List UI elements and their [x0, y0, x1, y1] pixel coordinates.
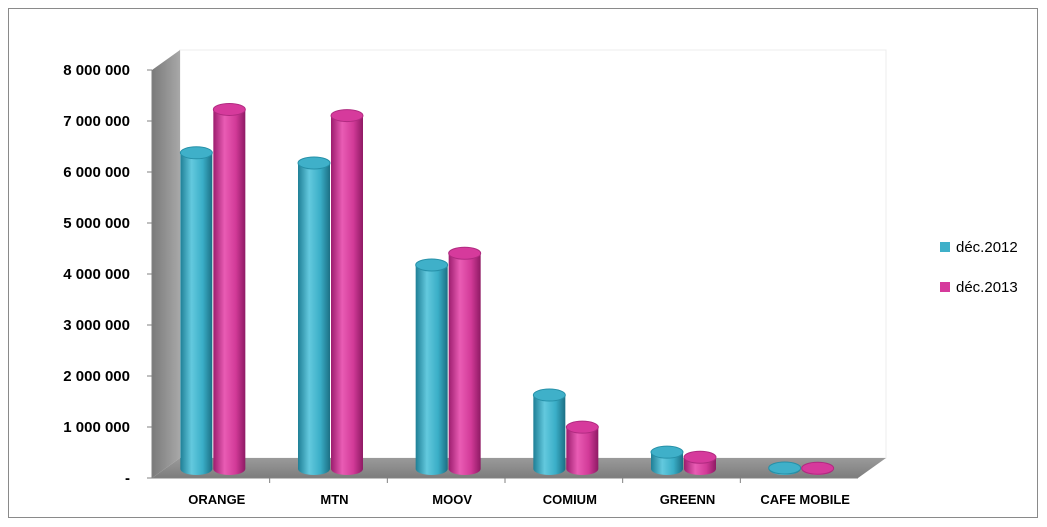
y-tick-label: 3 000 000 [63, 317, 130, 334]
bar [650, 445, 684, 475]
bar-top [415, 258, 449, 272]
x-category-label: CAFE MOBILE [760, 492, 850, 507]
bar-top [330, 109, 364, 123]
bar-body [566, 427, 599, 476]
bar-top [768, 461, 802, 475]
bar-top [179, 146, 213, 160]
bar-top [801, 461, 835, 475]
bar-body [533, 395, 566, 476]
bar-top [532, 388, 566, 402]
y-tick-label: 5 000 000 [63, 215, 130, 232]
bar [768, 461, 802, 476]
bar [448, 246, 482, 476]
bars-layer [179, 102, 835, 476]
bar-top [448, 246, 482, 260]
bar-top [212, 102, 246, 116]
legend-label: déc.2013 [956, 279, 1018, 296]
bar-body [331, 115, 363, 475]
bar-body [298, 163, 330, 475]
y-tick-label: 7 000 000 [63, 113, 130, 130]
side-wall [152, 50, 180, 478]
legend-label: déc.2012 [956, 239, 1018, 256]
bar-body [213, 109, 246, 476]
bar [565, 420, 599, 476]
x-category-label: GREENN [660, 492, 716, 507]
legend: déc.2012 déc.2013 [940, 239, 1018, 296]
x-category-label: MTN [320, 492, 348, 507]
bar-top [650, 445, 684, 459]
bar-body [415, 265, 448, 476]
back-wall [179, 49, 887, 459]
legend-swatch [940, 242, 950, 252]
y-tick-label: 2 000 000 [63, 368, 130, 385]
bar-top [683, 450, 717, 464]
bar-top [565, 420, 599, 434]
x-category-label: COMIUM [543, 492, 597, 507]
y-tick-label: 1 000 000 [63, 419, 130, 436]
bar [415, 258, 449, 476]
bar [330, 109, 364, 475]
x-category-label: MOOV [432, 492, 472, 507]
bar-top [297, 156, 331, 170]
bar-body [180, 152, 213, 476]
y-tick-label: 6 000 000 [63, 164, 130, 181]
bar [683, 450, 717, 475]
legend-swatch [940, 282, 950, 292]
y-tick-label: - [125, 470, 130, 487]
bar [801, 461, 835, 476]
labels-layer: - 1 000 000 2 000 000 3 000 000 4 000 000 5 0… [63, 62, 850, 507]
y-tick-label: 4 000 000 [63, 266, 130, 283]
x-category-label: ORANGE [188, 492, 245, 507]
bar [179, 146, 213, 476]
bar [532, 388, 566, 476]
bar [212, 102, 246, 476]
bar [297, 156, 331, 475]
axes-layer [147, 49, 887, 483]
bar-body [448, 253, 481, 476]
y-tick-label: 8 000 000 [63, 62, 130, 79]
